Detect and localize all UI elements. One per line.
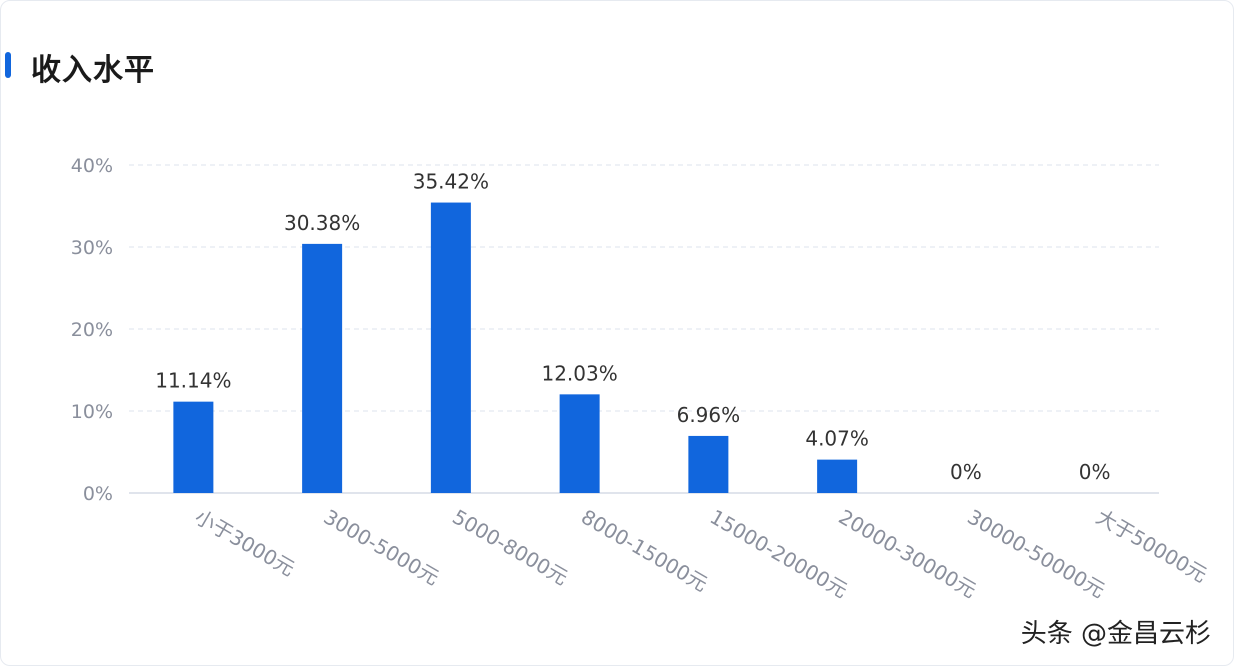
- y-tick-label: 30%: [71, 237, 113, 259]
- x-tick-label: 5000-8000元: [448, 505, 572, 590]
- bar: [688, 435, 729, 493]
- grid-lines: [129, 164, 1159, 494]
- x-tick-label: 20000-30000元: [835, 505, 981, 603]
- bar: [173, 401, 214, 493]
- data-label: 35.42%: [413, 170, 489, 194]
- watermark: 头条 @金昌云杉: [1020, 619, 1211, 649]
- bar: [817, 459, 858, 493]
- y-tick-label: 40%: [71, 155, 113, 177]
- x-tick-label: 大于50000元: [1092, 505, 1211, 588]
- x-tick-label: 8000-15000元: [577, 505, 712, 597]
- title-accent-bar: [5, 52, 11, 78]
- data-label: 4.07%: [805, 427, 869, 451]
- y-tick-label: 20%: [71, 319, 113, 341]
- data-label: 0%: [1079, 460, 1111, 484]
- bar: [430, 202, 471, 493]
- y-axis-ticks: 0% 10% 20% 30% 40%: [71, 155, 113, 505]
- y-tick-label: 0%: [83, 483, 113, 505]
- x-tick-label: 30000-50000元: [963, 505, 1109, 603]
- data-label: 0%: [950, 460, 982, 484]
- bar: [302, 243, 343, 493]
- data-label: 30.38%: [284, 211, 360, 235]
- data-labels: 11.14% 30.38% 35.42% 12.03% 6.96% 4.07% 0% 0%: [155, 170, 1110, 484]
- bar: [559, 394, 600, 493]
- bars: [173, 202, 858, 493]
- y-tick-label: 10%: [71, 401, 113, 423]
- x-tick-label: 3000-5000元: [320, 505, 444, 590]
- data-label: 11.14%: [155, 369, 231, 393]
- data-label: 6.96%: [677, 403, 741, 427]
- x-axis-ticks: 小于3000元 3000-5000元 5000-8000元 8000-15000元15…: [191, 505, 1211, 603]
- data-label: 12.03%: [541, 361, 617, 385]
- chart-title: 收入水平: [31, 53, 155, 88]
- x-tick-label: 小于3000元: [191, 505, 299, 581]
- x-tick-label: 15000-20000元: [706, 505, 852, 603]
